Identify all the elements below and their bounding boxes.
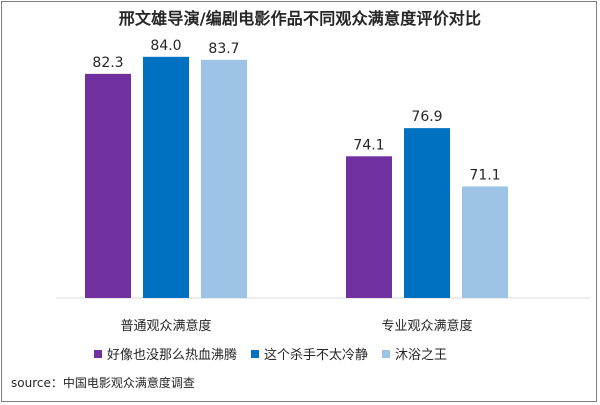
data-label-1-1: 82.3: [92, 55, 123, 71]
data-label-3-1: 83.7: [208, 41, 239, 57]
bar-2-2: [404, 128, 450, 298]
chart-legend: 好像也没那么热血沸腾 这个杀手不太冷静 沐浴之王: [94, 344, 461, 363]
legend-swatch-3: [382, 349, 391, 358]
legend-label-3: 沐浴之王: [395, 348, 448, 363]
category-label-1: 普通观众满意度: [120, 318, 211, 334]
category-label-2: 专业观众满意度: [381, 318, 472, 334]
legend-swatch-2: [251, 349, 260, 358]
bar-3-2: [462, 186, 508, 298]
bar-1-1: [85, 73, 131, 298]
chart-title: 邢文雄导演/编剧电影作品不同观众满意度评价对比: [118, 9, 482, 28]
bar-2-1: [143, 56, 189, 298]
source-note: source：中国电影观众满意度调查: [11, 376, 195, 390]
data-label-3-2: 71.1: [469, 167, 500, 183]
legend-item-2: 这个杀手不太冷静: [251, 344, 368, 363]
bar-3-1: [201, 59, 247, 298]
legend-label-1: 好像也没那么热血沸腾: [107, 348, 238, 363]
data-label-2-1: 84.0: [150, 38, 181, 54]
data-label-2-2: 76.9: [411, 109, 442, 125]
legend-item-1: 好像也没那么热血沸腾: [94, 344, 237, 363]
data-label-1-2: 74.1: [353, 137, 384, 153]
bar-1-2: [346, 156, 392, 298]
legend-swatch-1: [94, 349, 102, 358]
legend-label-2: 这个杀手不太冷静: [264, 348, 369, 363]
legend-item-3: 沐浴之王: [382, 344, 447, 363]
